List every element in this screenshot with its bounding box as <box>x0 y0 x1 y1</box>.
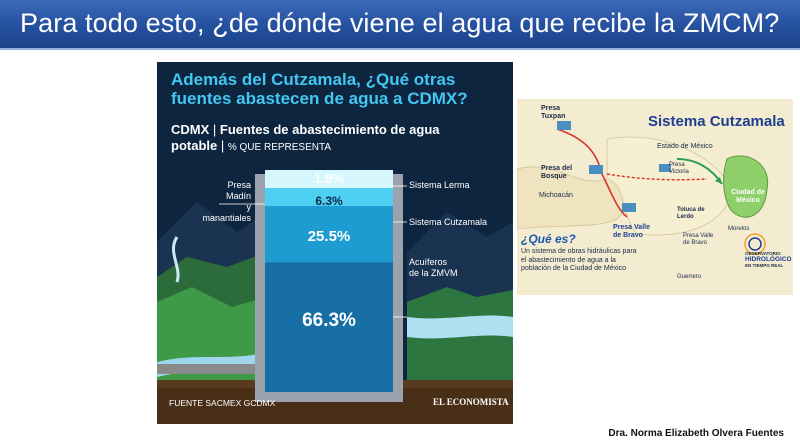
tank-layer-acuiferos <box>265 262 393 392</box>
slide-title-bar: Para todo esto, ¿de dónde viene el agua … <box>0 0 800 50</box>
label-madin: Presa Madín y manantiales <box>201 180 251 224</box>
label-presa-valle-2: de Bravo <box>613 232 643 239</box>
label-presa-valle-small-2: de Bravo <box>683 240 708 246</box>
logo-line-1: OBSERVATORIO <box>745 251 781 256</box>
tank-layer-lerma <box>265 188 393 206</box>
label-acuiferos: Acuíferos de la ZMVM <box>409 257 458 279</box>
observatory-logo-icon <box>744 233 766 255</box>
map-illustration <box>517 121 769 255</box>
label-presa-tuxpan-2: Tuxpan <box>541 113 566 120</box>
label-madin-2: y manantiales <box>202 202 251 223</box>
value-label-cutzamala: 25.5% <box>307 228 351 245</box>
label-presa-victoria-1: Presa <box>669 162 685 168</box>
label-cutzamala: Sistema Cutzamala <box>409 217 488 227</box>
label-estado-mexico: Estado de México <box>657 143 713 150</box>
heading-line-1: Además del Cutzamala, ¿Qué otras <box>171 70 456 89</box>
label-presa-valle: Presa Valle de Bravo <box>613 224 650 240</box>
label-lerma: Sistema Lerma <box>409 180 470 190</box>
label-guerrero: Guerrero <box>677 274 702 280</box>
label-acuiferos-1: Acuíferos <box>409 257 448 267</box>
label-toluca: Toluca de Lerdo <box>677 207 705 221</box>
brand-logo: EL ECONOMISTA <box>433 397 509 407</box>
label-presa-valle-1: Presa Valle <box>613 224 650 231</box>
label-morelos: Morelos <box>728 226 750 232</box>
subheading-cdmx: CDMX <box>171 122 210 137</box>
label-presa-bosque-1: Presa del <box>541 165 573 172</box>
infographic-illustration <box>157 170 513 424</box>
dam-valle-icon <box>622 203 636 212</box>
label-presa-bosque-2: Bosque <box>541 173 567 180</box>
label-ciudad-mexico-1: Ciudad de <box>731 189 765 196</box>
tank-layer-madin <box>265 170 393 188</box>
source-note: FUENTE SACMEX GCDMX <box>169 398 276 408</box>
label-presa-victoria-2: Victoria <box>669 169 689 175</box>
cutzamala-map: Sistema Cutzamala Presa Tuxpan Presa del… <box>517 99 793 295</box>
slide-title: Para todo esto, ¿de dónde viene el agua … <box>20 8 780 38</box>
observatory-logo-text: OBSERVATORIO HIDROLÓGICO EN TIEMPO REAL <box>745 251 793 269</box>
tank-water-layers <box>265 170 393 392</box>
infographic-subheading: CDMX | Fuentes de abastecimiento de agua… <box>171 122 440 153</box>
label-presa-valle-small: Presa Valle de Bravo <box>683 233 713 247</box>
que-es-body: Un sistema de obras hidráulicas para el … <box>521 248 637 272</box>
label-madin-1: Presa Madín <box>225 180 251 201</box>
label-toluca-1: Toluca de <box>677 207 705 213</box>
cdmx-shape <box>723 155 769 218</box>
map-title: Sistema Cutzamala <box>648 113 785 130</box>
label-michoacan: Michoacán <box>539 192 573 199</box>
label-presa-valle-small-1: Presa Valle <box>683 233 714 239</box>
dam-victoria-icon <box>659 164 671 172</box>
dam-tuxpan-icon <box>557 121 571 130</box>
label-acuiferos-2: de la ZMVM <box>409 268 458 278</box>
label-ciudad-mexico: Ciudad de México <box>730 189 766 205</box>
logo-line-3: EN TIEMPO REAL <box>745 263 784 268</box>
subheading-potable: potable <box>171 138 218 153</box>
value-label-lerma: 6.3% <box>315 194 343 208</box>
label-presa-tuxpan: Presa Tuxpan <box>541 105 565 121</box>
label-presa-tuxpan-1: Presa <box>541 105 561 112</box>
subheading-fuentes: Fuentes de abastecimiento de agua <box>219 122 440 137</box>
dam-bosque-icon <box>589 165 603 174</box>
value-label-madin: 1.8% <box>314 171 344 186</box>
subheading-pct: % QUE REPRESENTA <box>227 142 332 153</box>
label-presa-bosque: Presa del Bosque <box>541 165 572 181</box>
label-presa-victoria: Presa Victoria <box>669 162 689 176</box>
label-toluca-2: Lerdo <box>677 214 694 220</box>
heading-line-2: fuentes abastecen de agua a CDMX? <box>171 89 468 108</box>
tank-layer-cutzamala <box>265 206 393 263</box>
water-sources-infographic: Además del Cutzamala, ¿Qué otras fuentes… <box>157 62 513 424</box>
label-ciudad-mexico-2: México <box>736 197 760 204</box>
infographic-heading: Además del Cutzamala, ¿Qué otras fuentes… <box>171 70 501 108</box>
author-credit: Dra. Norma Elizabeth Olvera Fuentes <box>608 428 784 439</box>
logo-line-2: HIDROLÓGICO <box>745 256 792 263</box>
que-es-heading: ¿Qué es? <box>521 232 576 246</box>
value-label-acuiferos: 66.3% <box>302 310 356 331</box>
